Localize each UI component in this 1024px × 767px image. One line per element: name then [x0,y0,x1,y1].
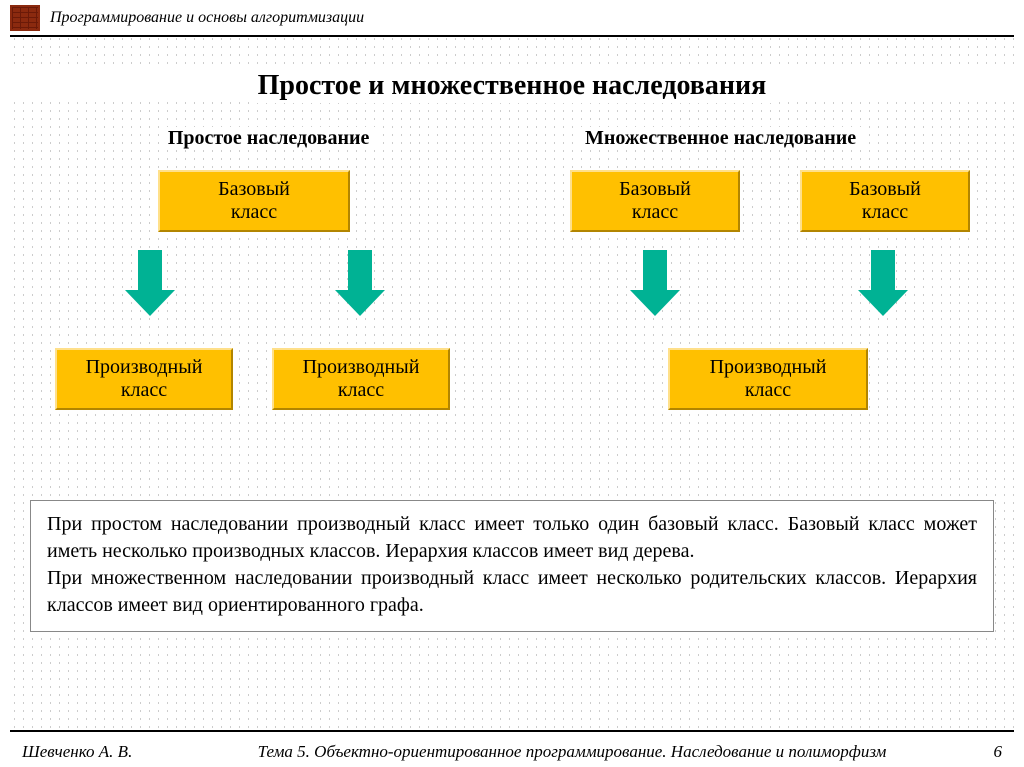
arrow-a2 [335,250,385,316]
subtitle-simple: Простое наследование [162,127,376,150]
arrow-a1 [125,250,175,316]
classbox-simple_base: Базовыйкласс [158,170,350,232]
main-title: Простое и множественное наследования [0,70,1024,102]
arrow-a4 [858,250,908,316]
paragraph-2: При множественном наследовании производн… [47,565,977,619]
classbox-multi_base_a: Базовыйкласс [570,170,740,232]
subtitle-multiple: Множественное наследование [579,127,862,150]
classbox-multi_base_b: Базовыйкласс [800,170,970,232]
paragraph-1: При простом наследовании производный кла… [47,511,977,565]
footer-page: 6 [962,742,1002,762]
footer-topic: Тема 5. Объектно-ориентированное програм… [182,742,962,762]
description-box: При простом наследовании производный кла… [30,500,994,632]
classbox-multi_der: Производныйкласс [668,348,868,410]
top-rule [10,35,1014,37]
bottom-rule [10,730,1014,732]
diagram-region: Базовыйкласс Производныйкласс Производныйк… [0,170,1024,450]
slide-header: Программирование и основы алгоритмизации [10,5,364,31]
subtitle-row: Простое наследование Множественное насле… [0,127,1024,150]
classbox-simple_der_a: Производныйкласс [55,348,233,410]
main-title-text: Простое и множественное наследования [252,68,773,103]
arrow-a3 [630,250,680,316]
footer-author: Шевченко А. В. [22,742,182,762]
header-title: Программирование и основы алгоритмизации [50,9,364,27]
header-logo-icon [10,5,40,31]
classbox-simple_der_b: Производныйкласс [272,348,450,410]
slide-footer: Шевченко А. В. Тема 5. Объектно-ориентир… [0,742,1024,762]
